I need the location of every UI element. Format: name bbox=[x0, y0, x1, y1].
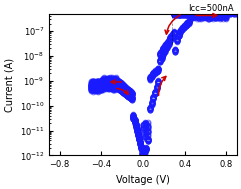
Text: Icc=500nA: Icc=500nA bbox=[188, 4, 234, 13]
X-axis label: Voltage (V): Voltage (V) bbox=[116, 175, 170, 185]
Y-axis label: Current (A): Current (A) bbox=[4, 57, 14, 112]
